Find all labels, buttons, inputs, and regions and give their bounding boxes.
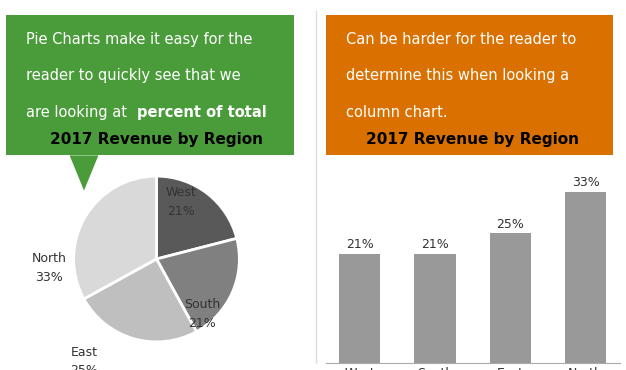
Wedge shape bbox=[84, 259, 197, 342]
Text: 21%: 21% bbox=[168, 205, 195, 218]
Bar bbox=[414, 254, 456, 363]
Bar bbox=[490, 233, 531, 363]
Text: determine this when looking a: determine this when looking a bbox=[346, 68, 569, 83]
Wedge shape bbox=[156, 176, 237, 259]
Text: percent of total: percent of total bbox=[137, 105, 267, 120]
Text: 21%: 21% bbox=[346, 238, 374, 251]
Title: 2017 Revenue by Region: 2017 Revenue by Region bbox=[50, 132, 263, 147]
Bar bbox=[565, 192, 607, 363]
Wedge shape bbox=[74, 176, 156, 299]
Title: 2017 Revenue by Region: 2017 Revenue by Region bbox=[366, 132, 579, 147]
Text: 21%: 21% bbox=[421, 238, 449, 251]
Text: 33%: 33% bbox=[572, 176, 600, 189]
Text: Can be harder for the reader to: Can be harder for the reader to bbox=[346, 32, 576, 47]
Text: North: North bbox=[31, 252, 66, 266]
Text: 25%: 25% bbox=[70, 364, 98, 370]
Text: column chart.: column chart. bbox=[346, 105, 448, 120]
Text: East: East bbox=[71, 346, 98, 359]
Text: 25%: 25% bbox=[496, 218, 524, 231]
Text: 21%: 21% bbox=[188, 317, 216, 330]
Text: .: . bbox=[242, 105, 247, 120]
Text: West: West bbox=[166, 186, 197, 199]
Text: 33%: 33% bbox=[35, 271, 63, 284]
Text: reader to quickly see that we: reader to quickly see that we bbox=[26, 68, 241, 83]
Text: South: South bbox=[184, 298, 220, 311]
Text: Pie Charts make it easy for the: Pie Charts make it easy for the bbox=[26, 32, 253, 47]
Text: are looking at: are looking at bbox=[26, 105, 132, 120]
Polygon shape bbox=[69, 155, 98, 191]
Wedge shape bbox=[156, 238, 239, 332]
Polygon shape bbox=[389, 155, 418, 191]
Bar bbox=[339, 254, 381, 363]
